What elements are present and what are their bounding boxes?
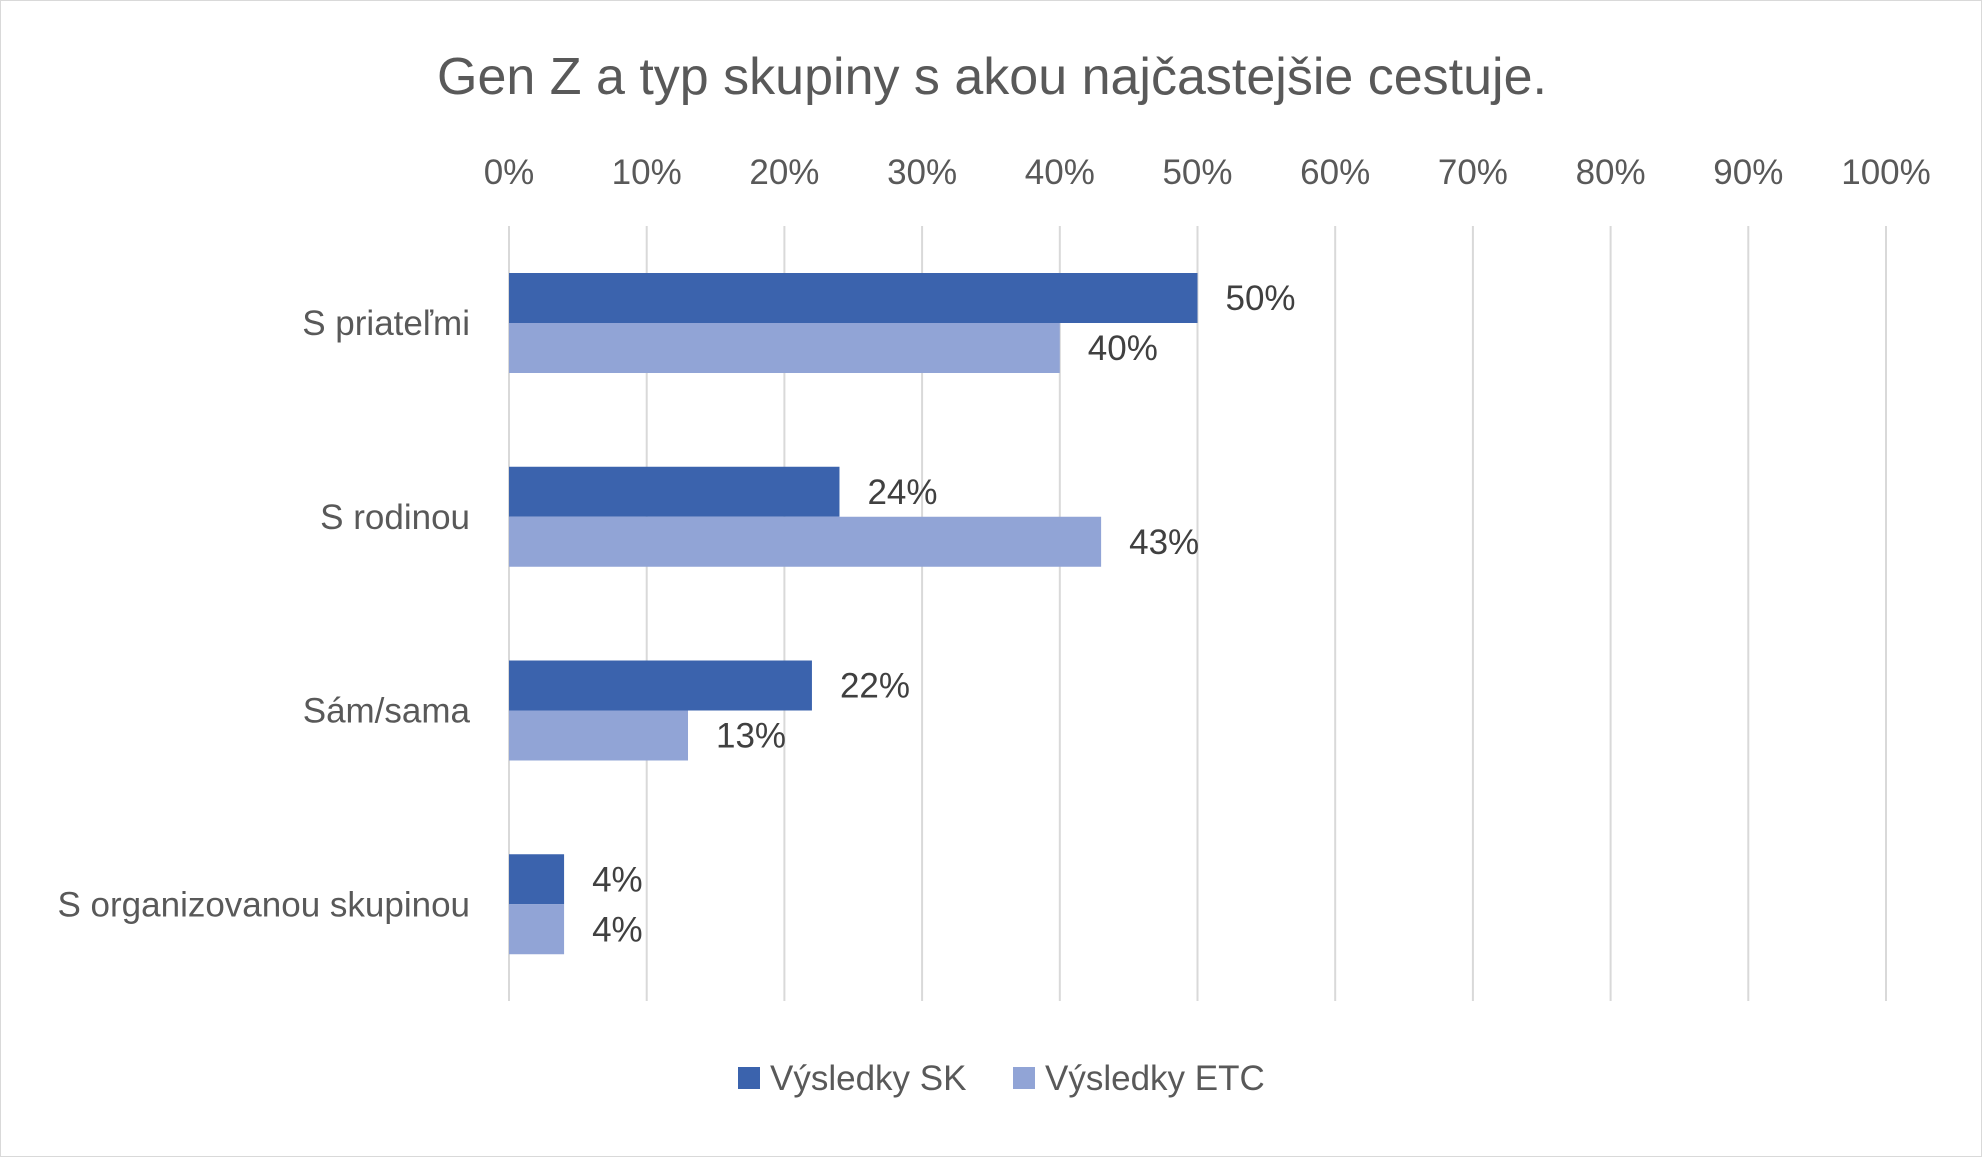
data-label: 13% — [716, 717, 786, 756]
data-label: 24% — [867, 473, 937, 512]
bars — [509, 273, 1198, 955]
category-label: Sám/sama — [303, 692, 471, 731]
category-label: S organizovanou skupinou — [57, 885, 470, 924]
legend-swatch — [738, 1067, 760, 1089]
data-label: 4% — [592, 860, 643, 899]
bar — [509, 854, 565, 905]
x-tick-label: 60% — [1300, 153, 1370, 192]
category-label: S priateľmi — [302, 304, 470, 343]
x-tick-label: 30% — [887, 153, 957, 192]
bar — [509, 710, 689, 761]
bar — [509, 516, 1102, 567]
bar — [509, 904, 565, 955]
data-label: 43% — [1129, 523, 1199, 562]
data-label: 22% — [840, 667, 910, 706]
data-label: 40% — [1088, 329, 1158, 368]
x-tick-label: 90% — [1713, 153, 1783, 192]
x-tick-label: 20% — [749, 153, 819, 192]
bar — [509, 466, 840, 517]
x-tick-label: 10% — [612, 153, 682, 192]
bar — [509, 273, 1198, 323]
x-tick-label: 40% — [1025, 153, 1095, 192]
category-label: S rodinou — [320, 498, 470, 537]
chart-title: Gen Z a typ skupiny s akou najčastejšie … — [437, 48, 1547, 106]
bar — [509, 660, 812, 711]
x-tick-label: 80% — [1576, 153, 1646, 192]
data-label: 4% — [592, 910, 643, 949]
legend-label: Výsledky ETC — [1045, 1059, 1265, 1098]
bar — [509, 323, 1060, 373]
data-label: 50% — [1226, 279, 1296, 318]
category-labels: S priateľmi S rodinou Sám/sama S organizova… — [57, 304, 470, 924]
x-tick-label: 0% — [484, 153, 535, 192]
data-labels: 50% 40% 24% 43% 22% 13% 4% 4% — [592, 279, 1295, 949]
legend-label: Výsledky SK — [770, 1059, 966, 1098]
legend-swatch — [1013, 1067, 1035, 1089]
x-tick-label: 70% — [1438, 153, 1508, 192]
x-axis-tick-labels: 0% 10% 20% 30% 40% 50% 60% 70% 80% 90% 100% — [484, 153, 1931, 192]
x-tick-label: 100% — [1841, 153, 1931, 192]
legend: Výsledky SK Výsledky ETC — [738, 1059, 1265, 1098]
x-tick-label: 50% — [1162, 153, 1232, 192]
